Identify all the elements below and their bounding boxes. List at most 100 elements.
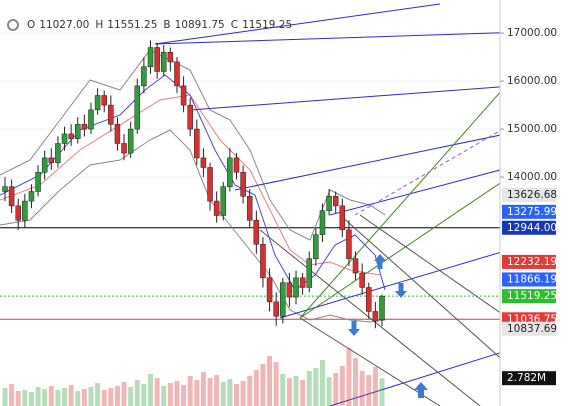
price-marker-label: 12944.00 — [507, 222, 557, 234]
price-marker-label: 13626.68 — [507, 189, 557, 201]
moving-average-blue — [0, 74, 386, 291]
candle-body — [379, 295, 385, 321]
pitchfork-line — [329, 344, 526, 406]
candle-body — [227, 157, 233, 187]
arrows — [348, 254, 428, 398]
volume-bar — [154, 378, 160, 406]
candle-body — [319, 210, 326, 235]
pitchfork-line — [154, 31, 526, 45]
candle-body — [160, 52, 167, 72]
volume-bar — [2, 388, 8, 406]
volume-bar — [339, 366, 345, 406]
price-marker — [502, 220, 556, 235]
price-marker — [502, 204, 556, 219]
volume-bar — [187, 376, 193, 406]
volume-bar — [233, 384, 239, 406]
volume-bar — [267, 356, 273, 406]
volume-bar — [306, 371, 312, 406]
volume-bar — [167, 383, 173, 406]
trend-line — [354, 114, 528, 216]
price-marker — [502, 289, 556, 304]
channel-line — [359, 214, 526, 331]
candle-body — [207, 167, 213, 202]
price-marker-label: 12232.19 — [507, 256, 557, 268]
candle-body — [174, 61, 180, 87]
candle-body — [326, 196, 332, 211]
volume-bar — [353, 358, 359, 406]
header-key: B — [163, 19, 170, 31]
volume-bar — [359, 371, 365, 406]
volume-bar — [161, 386, 167, 406]
volume-bar — [280, 374, 286, 406]
header-value: 11027.00 — [39, 19, 89, 31]
arrow-down — [395, 283, 407, 298]
candle-body — [299, 277, 306, 288]
candle-body — [273, 301, 279, 317]
candle-body — [187, 104, 193, 130]
candle-body — [359, 272, 365, 288]
volume-bar — [55, 390, 61, 406]
candle-body — [68, 133, 74, 139]
candle-body — [332, 196, 339, 207]
candle-body — [293, 277, 299, 298]
header-value: 11551.25 — [107, 19, 157, 31]
candle-body — [75, 124, 81, 139]
volume-bar — [286, 378, 292, 406]
volume-bar — [227, 379, 233, 406]
candle-body — [41, 157, 48, 173]
candle-body — [180, 85, 187, 106]
pitchfork-line — [329, 169, 501, 216]
channel-line — [259, 229, 481, 406]
candle-body — [194, 128, 200, 159]
volume-bar — [379, 378, 385, 406]
candle-body — [253, 220, 260, 245]
price-marker — [502, 188, 556, 203]
candle-body — [352, 258, 359, 274]
bollinger-upper — [0, 49, 386, 241]
volume-bar — [95, 383, 101, 406]
candle-body — [108, 104, 114, 125]
candle-body — [286, 282, 293, 298]
volume-bar — [22, 390, 28, 406]
price-marker — [502, 321, 556, 336]
volume-bar — [346, 348, 352, 406]
candle-body — [213, 200, 220, 216]
settings-icon[interactable] — [7, 19, 19, 31]
arrow-up — [414, 382, 428, 398]
volume-bar — [194, 380, 200, 406]
header-value: 10891.75 — [175, 19, 225, 31]
pitchfork-line — [279, 244, 526, 319]
volume-bar — [181, 385, 187, 406]
volume-bar — [200, 372, 206, 406]
channel-line — [339, 214, 526, 381]
arrow-down — [348, 321, 360, 336]
candle-body — [346, 229, 352, 259]
volume-bar — [9, 384, 15, 406]
volume-bar — [42, 389, 48, 406]
header-value: 11519.25 — [242, 19, 292, 31]
volume-bar — [372, 367, 378, 406]
volume-bar — [15, 391, 21, 406]
candle-body — [127, 128, 134, 154]
volume-bar — [240, 381, 246, 406]
price-marker — [502, 272, 556, 287]
volume-bar — [121, 382, 127, 406]
candle-body — [372, 311, 379, 322]
price-axis-labels: 17000.00 16000.00 15000.00 14000.00 13626.68… — [500, 27, 557, 386]
candle-body — [220, 186, 227, 216]
candle-body — [8, 186, 15, 207]
candle-body — [22, 200, 28, 221]
volume-bar — [220, 382, 226, 406]
header-key: H — [95, 19, 103, 31]
candle-body — [141, 66, 147, 87]
candle-body — [366, 287, 372, 312]
volume-bar — [326, 377, 332, 406]
drawings — [0, 3, 528, 406]
volume-bar — [68, 385, 74, 406]
candle-body — [280, 282, 286, 317]
price-marker-label: 10837.69 — [507, 323, 557, 335]
ohlc-header: O 11027.00 H 11551.25 B 10891.75 C 11519.25 — [27, 19, 292, 31]
y-tick-label: 16000.00 — [507, 75, 557, 87]
candle-body — [94, 95, 101, 111]
